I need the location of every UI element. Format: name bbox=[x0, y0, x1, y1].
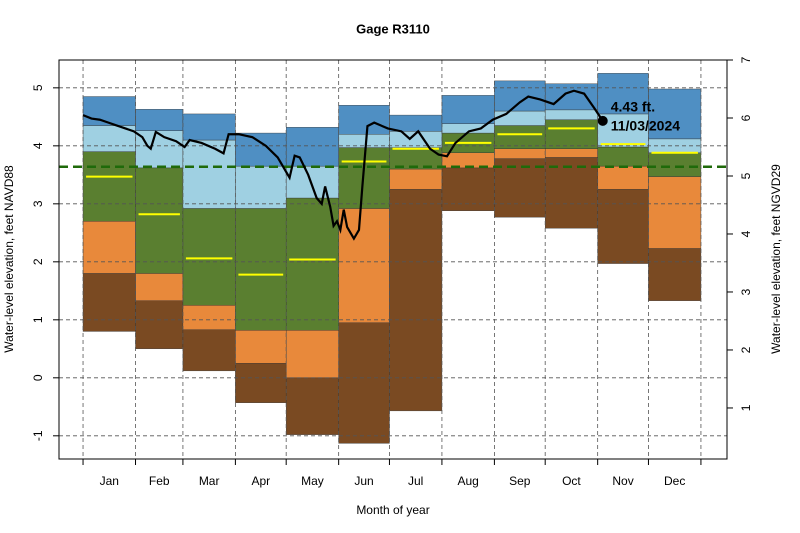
band bbox=[494, 125, 546, 149]
band bbox=[494, 148, 546, 159]
x-tick-label: Jul bbox=[408, 474, 423, 488]
band bbox=[182, 208, 236, 306]
band bbox=[82, 96, 136, 126]
band bbox=[597, 189, 649, 264]
x-tick-label: Nov bbox=[612, 474, 633, 488]
band bbox=[135, 300, 184, 350]
band bbox=[389, 189, 443, 412]
band bbox=[648, 88, 702, 140]
x-tick-label: Oct bbox=[562, 474, 581, 488]
chart-title: Gage R3110 bbox=[356, 21, 430, 36]
band bbox=[182, 305, 236, 330]
band bbox=[235, 208, 287, 331]
band bbox=[544, 119, 598, 149]
band bbox=[648, 176, 702, 249]
band bbox=[494, 110, 546, 126]
band bbox=[389, 168, 443, 190]
band bbox=[389, 114, 443, 132]
x-tick-label: Apr bbox=[251, 474, 270, 488]
x-tick-label: May bbox=[301, 474, 324, 488]
band bbox=[494, 80, 546, 112]
band bbox=[648, 152, 702, 177]
band bbox=[182, 113, 236, 141]
y-axis-label: Water-level elevation, feet NAVD88 bbox=[2, 165, 16, 353]
band bbox=[285, 197, 339, 331]
x-tick-label: Sep bbox=[509, 474, 531, 488]
band bbox=[235, 132, 287, 167]
band bbox=[597, 146, 649, 167]
band bbox=[338, 322, 390, 444]
x-axis-label: Month of year bbox=[356, 503, 429, 517]
water-level-line bbox=[82, 89, 604, 241]
band bbox=[285, 127, 339, 167]
band bbox=[82, 273, 136, 332]
y2-tick-label: 5 bbox=[739, 172, 753, 179]
annotation: 4.43 ft. bbox=[611, 99, 655, 115]
band bbox=[135, 167, 184, 274]
band bbox=[182, 139, 236, 209]
band bbox=[135, 109, 184, 131]
band bbox=[235, 330, 287, 364]
band bbox=[235, 363, 287, 403]
y-tick-label: -1 bbox=[31, 430, 45, 441]
plot-frame bbox=[58, 59, 728, 460]
y-tick-label: 4 bbox=[31, 142, 45, 149]
band bbox=[82, 151, 136, 222]
band bbox=[441, 95, 495, 124]
x-tick-label: Feb bbox=[149, 474, 170, 488]
band bbox=[285, 377, 339, 435]
band bbox=[494, 158, 546, 218]
x-tick-label: Mar bbox=[199, 474, 220, 488]
band bbox=[544, 157, 598, 229]
band bbox=[285, 165, 339, 199]
x-tick-label: Jun bbox=[354, 474, 373, 488]
x-tick-label: Jan bbox=[100, 474, 119, 488]
band bbox=[135, 273, 184, 301]
y-tick-label: 1 bbox=[31, 316, 45, 323]
band bbox=[544, 148, 598, 158]
y2-tick-label: 4 bbox=[739, 230, 753, 237]
y-tick-label: 0 bbox=[31, 374, 45, 381]
x-tick-label: Dec bbox=[664, 474, 685, 488]
y2-axis-label: Water-level elevation, feet NGVD29 bbox=[769, 164, 783, 354]
y2-tick-label: 1 bbox=[739, 404, 753, 411]
band bbox=[235, 165, 287, 209]
y-tick-label: 3 bbox=[31, 200, 45, 207]
band bbox=[441, 167, 495, 211]
y-tick-label: 2 bbox=[31, 258, 45, 265]
latest-point bbox=[597, 115, 608, 126]
y2-tick-label: 3 bbox=[739, 288, 753, 295]
band bbox=[597, 73, 649, 115]
y-tick-label: 5 bbox=[31, 84, 45, 91]
x-tick-label: Aug bbox=[457, 474, 478, 488]
band bbox=[338, 105, 390, 135]
y2-tick-label: 6 bbox=[739, 114, 753, 121]
y2-tick-label: 7 bbox=[739, 56, 753, 63]
band bbox=[182, 329, 236, 372]
band bbox=[82, 221, 136, 274]
band bbox=[597, 165, 649, 190]
band bbox=[285, 330, 339, 379]
band bbox=[544, 109, 598, 120]
band bbox=[648, 248, 702, 301]
y2-tick-label: 2 bbox=[739, 346, 753, 353]
annotation: 11/03/2024 bbox=[611, 118, 681, 134]
